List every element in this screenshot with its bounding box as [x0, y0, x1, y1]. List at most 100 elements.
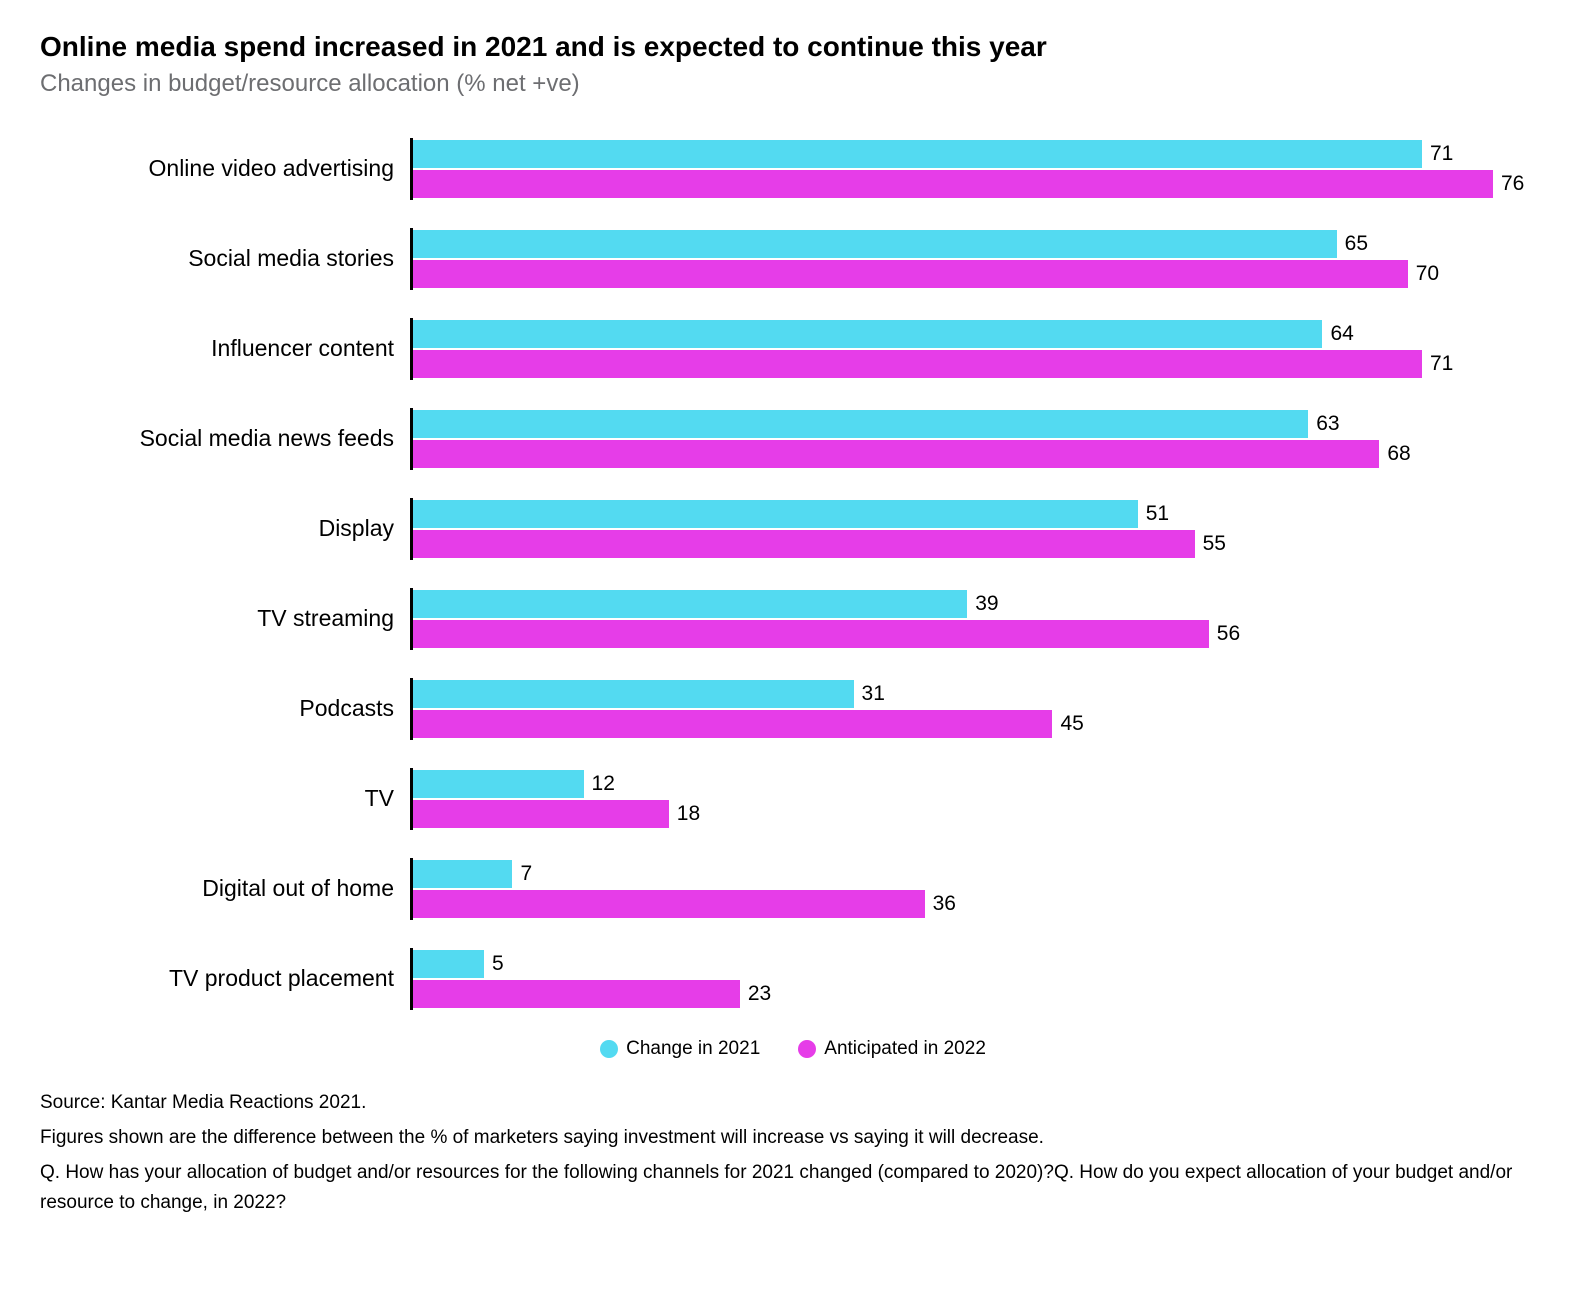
- legend-item: Anticipated in 2022: [798, 1038, 986, 1060]
- chart-title: Online media spend increased in 2021 and…: [40, 30, 1546, 64]
- bar-line: 39: [413, 590, 1546, 618]
- bar-line: 7: [413, 860, 1546, 888]
- bar-line: 70: [413, 260, 1546, 288]
- category-label: Online video advertising: [60, 155, 410, 182]
- bar-line: 5: [413, 950, 1546, 978]
- category-label: TV streaming: [60, 605, 410, 632]
- category-row: TV1218: [60, 768, 1546, 830]
- bar-line: 68: [413, 440, 1546, 468]
- chart-legend: Change in 2021 Anticipated in 2022: [40, 1038, 1546, 1060]
- chart-container: Online media spend increased in 2021 and…: [0, 0, 1586, 1263]
- bars-wrap: 7176: [410, 138, 1546, 200]
- bar-line: 23: [413, 980, 1546, 1008]
- category-row: Online video advertising7176: [60, 138, 1546, 200]
- bar-value: 7: [520, 862, 532, 886]
- bar-line: 56: [413, 620, 1546, 648]
- bar-value: 68: [1387, 442, 1410, 466]
- bar-s1: [413, 860, 512, 888]
- footer-note: Figures shown are the difference between…: [40, 1123, 1546, 1152]
- bar-s2: [413, 800, 669, 828]
- bar-line: 31: [413, 680, 1546, 708]
- bar-s1: [413, 140, 1422, 168]
- chart-subtitle: Changes in budget/resource allocation (%…: [40, 70, 1546, 98]
- bar-value: 56: [1217, 622, 1240, 646]
- bars-wrap: 5 23: [410, 948, 1546, 1010]
- bar-value: 65: [1345, 232, 1368, 256]
- bar-s1: [413, 320, 1322, 348]
- category-label: Social media stories: [60, 245, 410, 272]
- legend-label: Change in 2021: [626, 1038, 760, 1060]
- bar-s1: [413, 500, 1138, 528]
- bar-line: 65: [413, 230, 1546, 258]
- bar-s1: [413, 590, 967, 618]
- bar-s2: [413, 170, 1493, 198]
- bar-s1: [413, 230, 1337, 258]
- bar-line: 63: [413, 410, 1546, 438]
- bar-s2: [413, 530, 1195, 558]
- bar-line: 71: [413, 350, 1546, 378]
- legend-item: Change in 2021: [600, 1038, 760, 1060]
- bar-line: 55: [413, 530, 1546, 558]
- bar-s1: [413, 950, 484, 978]
- bar-line: 71: [413, 140, 1546, 168]
- bar-value: 23: [748, 982, 771, 1006]
- bar-line: 18: [413, 800, 1546, 828]
- bar-value: 5: [492, 952, 504, 976]
- bar-line: 51: [413, 500, 1546, 528]
- footer-source: Source: Kantar Media Reactions 2021.: [40, 1088, 1546, 1117]
- bar-value: 31: [862, 682, 885, 706]
- category-row: Podcasts 31 45: [60, 678, 1546, 740]
- bars-wrap: 5155: [410, 498, 1546, 560]
- bar-value: 71: [1430, 352, 1453, 376]
- category-row: Social media stories 65 70: [60, 228, 1546, 290]
- bar-s2: [413, 260, 1408, 288]
- bar-line: 64: [413, 320, 1546, 348]
- bar-value: 39: [975, 592, 998, 616]
- bar-line: 45: [413, 710, 1546, 738]
- bar-line: 36: [413, 890, 1546, 918]
- legend-label: Anticipated in 2022: [824, 1038, 986, 1060]
- legend-swatch-icon: [798, 1040, 816, 1058]
- category-row: Digital out of home 7 36: [60, 858, 1546, 920]
- bar-s1: [413, 680, 854, 708]
- bar-value: 36: [933, 892, 956, 916]
- category-label: TV product placement: [60, 965, 410, 992]
- bar-value: 18: [677, 802, 700, 826]
- chart-footer: Source: Kantar Media Reactions 2021. Fig…: [40, 1088, 1546, 1218]
- category-label: Influencer content: [60, 335, 410, 362]
- legend-swatch-icon: [600, 1040, 618, 1058]
- footer-question: Q. How has your allocation of budget and…: [40, 1158, 1546, 1217]
- bar-s2: [413, 980, 740, 1008]
- category-label: TV: [60, 785, 410, 812]
- bar-value: 45: [1060, 712, 1083, 736]
- bar-s2: [413, 890, 925, 918]
- category-label: Podcasts: [60, 695, 410, 722]
- category-label: Display: [60, 515, 410, 542]
- chart-plot-area: Online video advertising7176Social media…: [60, 138, 1546, 1010]
- category-label: Digital out of home: [60, 875, 410, 902]
- category-row: TV product placement 5 23: [60, 948, 1546, 1010]
- category-label: Social media news feeds: [60, 425, 410, 452]
- bar-line: 76: [413, 170, 1546, 198]
- bars-wrap: 1218: [410, 768, 1546, 830]
- bars-wrap: 65 70: [410, 228, 1546, 290]
- bars-wrap: 31 45: [410, 678, 1546, 740]
- bar-s2: [413, 440, 1379, 468]
- bar-line: 12: [413, 770, 1546, 798]
- bar-value: 76: [1501, 172, 1524, 196]
- bars-wrap: 64 71: [410, 318, 1546, 380]
- category-row: Display5155: [60, 498, 1546, 560]
- bar-value: 70: [1416, 262, 1439, 286]
- bar-value: 55: [1203, 532, 1226, 556]
- bar-s2: [413, 710, 1052, 738]
- bar-value: 63: [1316, 412, 1339, 436]
- bars-wrap: 7 36: [410, 858, 1546, 920]
- bars-wrap: 39 56: [410, 588, 1546, 650]
- bar-value: 64: [1330, 322, 1353, 346]
- bars-wrap: 63 68: [410, 408, 1546, 470]
- category-row: Social media news feeds 63 68: [60, 408, 1546, 470]
- bar-s1: [413, 770, 584, 798]
- category-row: TV streaming 39 56: [60, 588, 1546, 650]
- bar-s2: [413, 350, 1422, 378]
- bar-s2: [413, 620, 1209, 648]
